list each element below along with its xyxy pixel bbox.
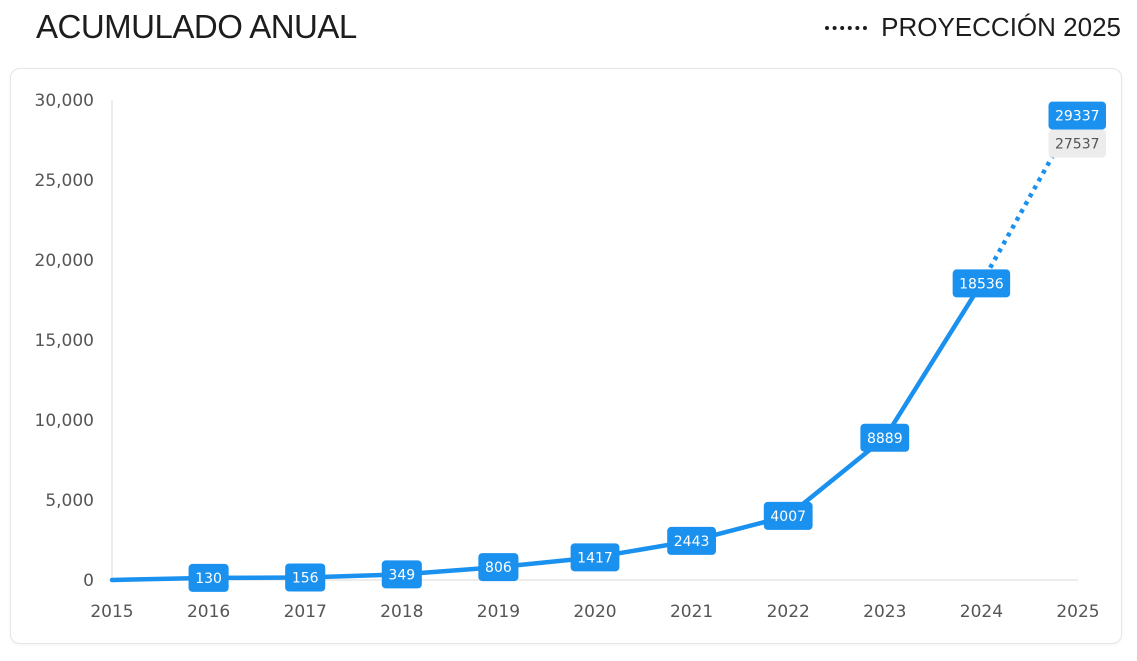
data-label-box [860,423,910,452]
annotation-label: 27537 [1048,129,1106,158]
data-label-text: 156 [292,571,319,587]
y-tick-label: 30,000 [35,91,94,111]
data-label-text: 8889 [867,431,903,447]
data-label: 29337 [1048,101,1106,130]
data-label-text: 806 [485,560,512,576]
data-label-box [570,543,620,572]
data-label: 4007 [763,501,813,530]
legend: PROYECCIÓN 2025 [825,12,1121,43]
axes: 0 5,000 10,000 15,000 20,000 25,000 30,000 2015… [35,91,1100,622]
x-tick-label: 2015 [90,602,133,622]
y-tick-label: 10,000 [35,411,94,431]
data-label-text: 1417 [577,550,613,566]
data-label-text: 130 [195,571,222,587]
data-label-box [1048,101,1106,130]
data-label: 130 [188,563,229,592]
data-label: 2443 [667,526,716,555]
data-label-text: 18536 [959,276,1004,292]
x-tick-label: 2024 [960,602,1003,622]
x-tick-label: 2018 [380,602,423,622]
data-label: 349 [381,560,422,589]
data-label: 806 [478,553,519,582]
x-tick-label: 2019 [477,602,520,622]
y-tick-label: 0 [83,571,94,591]
data-label-box [667,526,716,555]
y-tick-label: 20,000 [35,251,94,271]
data-label-box [285,563,326,592]
x-tick-label: 2022 [767,602,810,622]
x-tick-label: 2016 [187,602,230,622]
x-tick-label: 2021 [670,602,713,622]
legend-label-projection: PROYECCIÓN 2025 [881,12,1121,42]
data-label-box [478,553,519,582]
data-label-box [188,563,229,592]
data-label-box [952,269,1011,298]
data-label-text: 29337 [1055,109,1100,125]
data-label: 1417 [570,543,620,572]
series-lines [109,109,1080,583]
y-tick-label: 25,000 [35,171,94,191]
data-labels: 130 156 349 806 1417 2443 4007 8889 18536 29337 27… [188,101,1106,592]
annotation-label-text: 27537 [1055,137,1100,153]
data-label-box [381,560,422,589]
data-label: 156 [285,563,326,592]
x-tick-label: 2023 [863,602,906,622]
data-label-text: 2443 [674,534,710,550]
y-tick-label: 15,000 [35,331,94,351]
y-tick-label: 5,000 [45,491,94,511]
data-label-text: 349 [388,567,415,583]
chart-title: ACUMULADO ANUAL [36,8,357,45]
data-label-text: 4007 [770,509,806,525]
cumulative-series-line [109,281,984,583]
dotted-line-legend-icon [825,25,868,30]
x-tick-label: 2025 [1056,602,1099,622]
x-tick-label: 2017 [284,602,327,622]
data-label: 18536 [952,269,1011,298]
data-label-box [763,501,813,530]
data-label: 8889 [860,423,910,452]
annotation-label-box [1048,129,1106,158]
x-tick-label: 2020 [573,602,616,622]
